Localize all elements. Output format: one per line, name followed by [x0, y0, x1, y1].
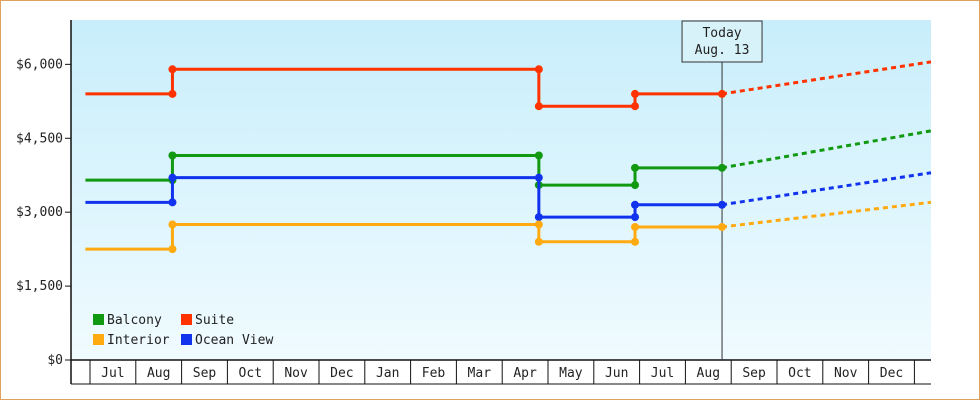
interior-point [168, 220, 177, 229]
plot-background [71, 20, 931, 360]
interior-projection [721, 200, 932, 229]
suite-point [631, 89, 640, 98]
month-label: Nov [284, 366, 308, 381]
interior-point [534, 220, 543, 229]
month-label: Aug [147, 366, 170, 381]
ocean-view-point [168, 198, 177, 207]
balcony-point [631, 181, 640, 190]
suite-point [168, 65, 177, 74]
month-label: Sep [742, 366, 766, 381]
interior-point [718, 222, 727, 231]
series-lines [85, 60, 932, 254]
suite-point [718, 89, 727, 98]
legend-swatch-balcony [93, 314, 104, 325]
balcony-point [718, 163, 727, 172]
ocean-view-point [534, 173, 543, 182]
balcony-point [631, 163, 640, 172]
month-label: May [559, 366, 583, 381]
x-axis: Jul Aug Sep Oct Nov Dec Jan Feb Mar Apr May Jun Jul A… [71, 359, 931, 385]
today-box [681, 20, 763, 63]
month-label: Dec [880, 366, 903, 381]
ocean-view-point [631, 213, 640, 222]
y-tick-label: $0 [47, 353, 63, 368]
month-label: Dec [330, 366, 353, 381]
legend-label-suite: Suite [195, 313, 234, 328]
suite-point [631, 102, 640, 111]
suite-point [534, 65, 543, 74]
legend-swatch-interior [93, 334, 104, 345]
today-label: Today [702, 26, 741, 41]
month-label: Jul [651, 366, 674, 381]
y-tick-label: $1,500 [16, 279, 63, 294]
y-tick-label: $3,000 [16, 205, 63, 220]
legend-label-ocean-view: Ocean View [195, 333, 273, 348]
legend-label-interior: Interior [107, 333, 170, 348]
month-label: Oct [239, 366, 262, 381]
interior-point [631, 222, 640, 231]
interior-point [631, 237, 640, 246]
y-axis: $0 $1,500 $3,000 $4,500 $6,000 [16, 20, 72, 384]
legend-swatch-ocean-view [181, 334, 192, 345]
ocean-view-point [631, 200, 640, 209]
suite-point [534, 102, 543, 111]
legend-label-balcony: Balcony [107, 313, 162, 328]
month-label: Mar [468, 366, 492, 381]
month-label: Nov [834, 366, 858, 381]
ocean-view-point [534, 213, 543, 222]
ocean-view-point [718, 200, 727, 209]
interior-point [534, 237, 543, 246]
y-tick-label: $6,000 [16, 57, 63, 72]
y-tick-label: $4,500 [16, 131, 63, 146]
balcony-point [168, 151, 177, 160]
month-label: Aug [697, 366, 720, 381]
interior-point [168, 245, 177, 254]
balcony-point [534, 151, 543, 160]
legend: Balcony Suite Interior Ocean View [93, 313, 273, 348]
month-label: Jul [101, 366, 124, 381]
month-label: Feb [422, 366, 446, 381]
month-label: Sep [193, 366, 217, 381]
month-label: Jan [376, 366, 399, 381]
month-label: Apr [513, 366, 537, 381]
today-date: Aug. 13 [695, 43, 750, 58]
suite-point [168, 89, 177, 98]
legend-swatch-suite [181, 314, 192, 325]
month-label: Jun [605, 366, 628, 381]
today-marker: Today Aug. 13 [681, 20, 763, 360]
ocean-view-point [168, 173, 177, 182]
month-label: Oct [788, 366, 811, 381]
